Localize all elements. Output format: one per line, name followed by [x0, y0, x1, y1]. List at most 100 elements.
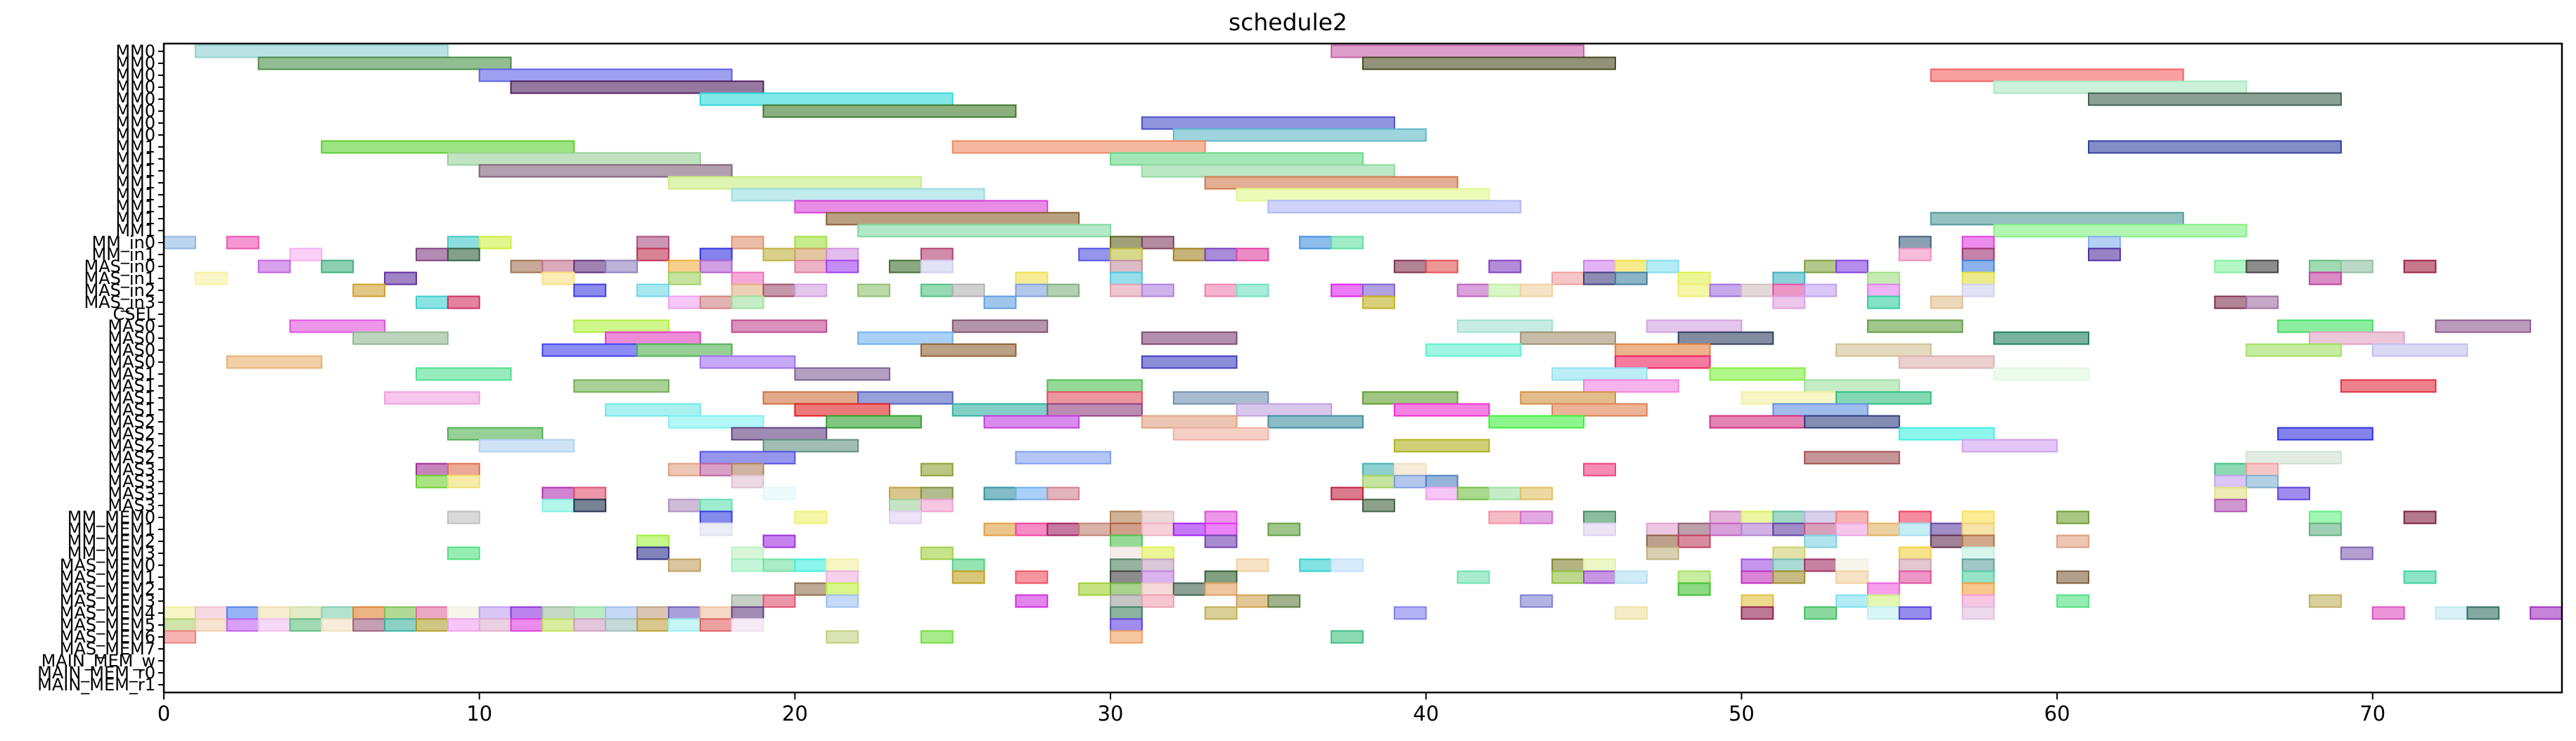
task-bar	[762, 391, 859, 405]
task-bar	[1520, 283, 1553, 297]
task-bar	[1772, 271, 1806, 285]
task-bar	[1804, 510, 1838, 524]
task-bar	[1804, 415, 1900, 429]
task-bar	[1646, 319, 1743, 333]
task-bar	[1015, 522, 1049, 536]
y-tick-label: MAS_MEM4	[60, 603, 155, 623]
task-bar	[1551, 558, 1585, 572]
task-bar	[636, 236, 669, 250]
task-bar	[1488, 415, 1585, 429]
task-bar	[1961, 510, 1995, 524]
y-tick-label: MAS_MEM2	[60, 579, 155, 599]
task-bar	[1520, 391, 1616, 405]
task-bar	[762, 247, 796, 262]
task-bar	[1741, 570, 1774, 584]
task-bar	[1331, 630, 1364, 644]
task-bar	[1110, 570, 1143, 584]
task-bar	[1362, 295, 1395, 309]
task-bar	[1866, 606, 1900, 620]
x-tick-label: 70	[2359, 702, 2385, 726]
task-bar	[1204, 283, 1238, 297]
task-bar	[257, 606, 291, 620]
task-bar	[731, 188, 985, 202]
task-bar	[1015, 451, 1112, 465]
task-bar	[415, 475, 449, 489]
task-bar	[1961, 570, 1995, 584]
x-tick-label: 10	[466, 702, 492, 726]
task-bar	[1141, 236, 1174, 250]
task-bar	[542, 487, 575, 501]
task-bar	[1141, 164, 1395, 178]
task-bar	[1741, 510, 1774, 524]
task-bar	[1835, 259, 1869, 273]
task-bar	[1204, 510, 1238, 524]
task-bar	[1267, 200, 1522, 214]
task-bar	[542, 606, 575, 620]
y-tick-label: MM_MEM0	[68, 508, 155, 527]
task-bar	[1930, 534, 1963, 548]
task-bar	[1110, 236, 1143, 250]
task-bar	[1551, 271, 1585, 285]
task-bar	[2435, 606, 2468, 620]
task-bar	[1646, 259, 1679, 273]
y-tick-label: MAS_in3	[84, 292, 155, 312]
task-bar	[920, 259, 954, 273]
task-bar	[794, 236, 828, 250]
task-bar	[510, 80, 764, 94]
task-bar	[699, 463, 733, 477]
task-bar	[2087, 236, 2121, 250]
task-bar	[2214, 475, 2248, 489]
task-bar	[1804, 606, 1838, 620]
task-bar	[920, 343, 1017, 357]
task-bar	[857, 331, 954, 345]
x-tick-label: 40	[1413, 702, 1439, 726]
task-bar	[762, 487, 796, 501]
task-bar	[1046, 391, 1143, 405]
task-bar	[1141, 594, 1174, 608]
task-bar	[951, 570, 985, 584]
task-bar	[667, 558, 701, 572]
task-bar	[2245, 295, 2279, 309]
task-bar	[1331, 558, 1364, 572]
task-bar	[731, 319, 828, 333]
task-bar	[1110, 594, 1143, 608]
task-bar	[762, 439, 859, 453]
task-bar	[731, 558, 764, 572]
task-bar	[510, 618, 544, 632]
task-bar	[983, 415, 1080, 429]
task-bar	[1520, 331, 1616, 345]
task-bar	[1583, 379, 1679, 393]
task-bar	[731, 427, 828, 441]
task-bar	[794, 582, 828, 596]
y-tick-label: MM0	[115, 41, 155, 61]
task-bar	[257, 56, 512, 70]
task-bar	[1110, 522, 1143, 536]
task-bar	[1614, 259, 1648, 273]
task-bar	[1677, 271, 1711, 285]
y-tick-label: MAIN_MEM_w	[41, 651, 155, 671]
task-bar	[1866, 319, 1963, 333]
y-tick-label: MM1	[115, 185, 155, 205]
y-tick-label: MM0	[115, 125, 155, 145]
task-bar	[667, 618, 701, 632]
task-bar	[257, 259, 291, 273]
y-tick-label: MM_in0	[91, 233, 155, 252]
task-bar	[226, 355, 323, 369]
y-tick-label: MAS_MEM0	[60, 555, 155, 575]
task-bar	[2245, 451, 2342, 465]
task-bar	[605, 403, 701, 417]
task-bar	[1331, 487, 1364, 501]
task-bar	[2309, 331, 2405, 345]
y-tick-label: MAS2	[108, 448, 155, 468]
task-bar	[2340, 259, 2373, 273]
task-bar	[1583, 259, 1616, 273]
task-bar	[826, 630, 859, 644]
task-bar	[1110, 271, 1143, 285]
task-bar	[321, 606, 354, 620]
task-bar	[920, 546, 954, 560]
task-bar	[826, 415, 922, 429]
task-bar	[1583, 463, 1616, 477]
task-bar	[384, 618, 417, 632]
task-bar	[762, 534, 796, 548]
